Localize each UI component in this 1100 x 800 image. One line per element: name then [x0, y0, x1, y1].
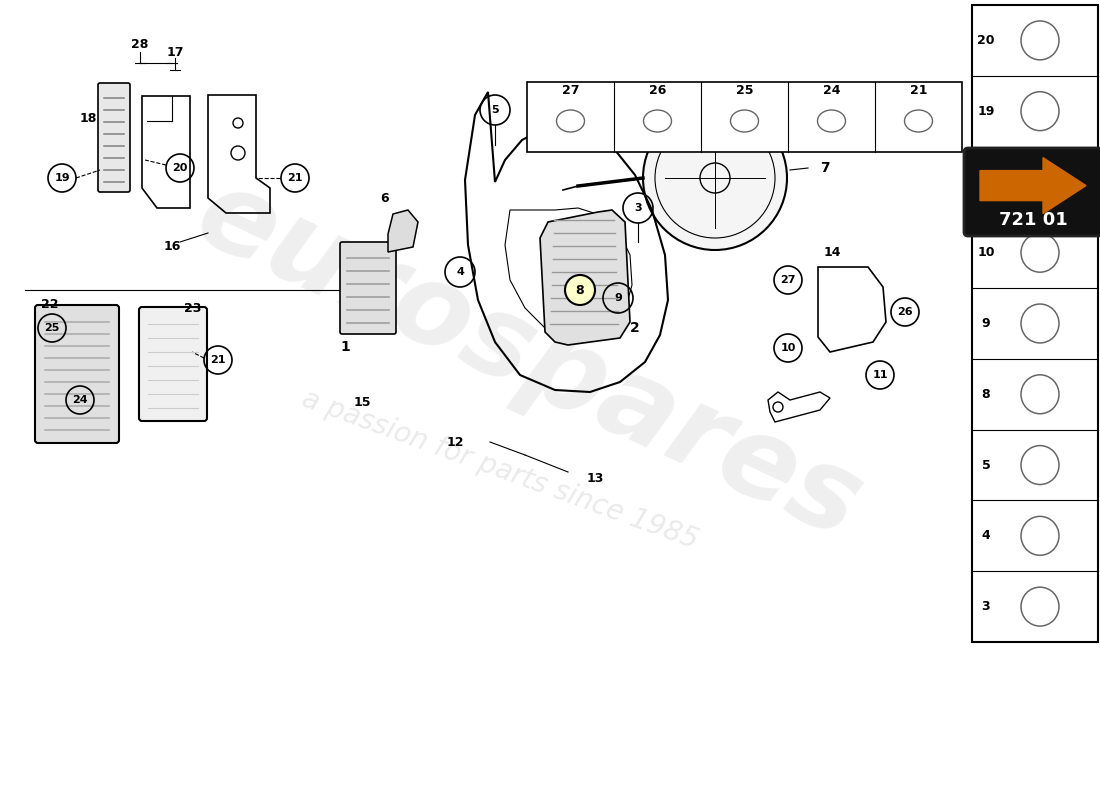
Text: 12: 12	[447, 435, 464, 449]
FancyBboxPatch shape	[35, 305, 119, 443]
Text: 23: 23	[185, 302, 201, 314]
Text: 18: 18	[79, 111, 97, 125]
Text: 5: 5	[981, 458, 990, 471]
Text: eurospares: eurospares	[180, 158, 880, 562]
Text: 9: 9	[614, 293, 622, 303]
Text: 4: 4	[456, 267, 464, 277]
Text: 22: 22	[42, 298, 58, 310]
Text: 15: 15	[353, 395, 371, 409]
Text: 20: 20	[173, 163, 188, 173]
Text: 8: 8	[981, 388, 990, 401]
Polygon shape	[980, 158, 1086, 214]
Text: 3: 3	[635, 203, 641, 213]
Text: 13: 13	[586, 471, 604, 485]
Text: 14: 14	[823, 246, 840, 258]
Text: 28: 28	[131, 38, 149, 51]
Text: 21: 21	[910, 85, 927, 98]
Text: 25: 25	[736, 85, 754, 98]
Text: 21: 21	[210, 355, 225, 365]
Text: 19: 19	[977, 105, 994, 118]
Text: 3: 3	[981, 600, 990, 613]
Text: 4: 4	[981, 530, 990, 542]
FancyBboxPatch shape	[139, 307, 207, 421]
Text: 16: 16	[163, 241, 180, 254]
Text: 6: 6	[381, 191, 389, 205]
Text: 24: 24	[823, 85, 840, 98]
Text: 2: 2	[630, 321, 640, 335]
Text: 26: 26	[649, 85, 667, 98]
Text: 26: 26	[898, 307, 913, 317]
Text: 11: 11	[872, 370, 888, 380]
Text: 5: 5	[492, 105, 498, 115]
Text: 19: 19	[54, 173, 69, 183]
Text: 11: 11	[977, 175, 994, 189]
FancyBboxPatch shape	[964, 148, 1100, 236]
Text: 1: 1	[340, 340, 350, 354]
Circle shape	[565, 275, 595, 305]
Text: 10: 10	[780, 343, 795, 353]
Bar	[527, 82, 962, 152]
FancyBboxPatch shape	[340, 242, 396, 334]
Text: 7: 7	[821, 161, 829, 175]
Text: 721 01: 721 01	[999, 211, 1067, 229]
Text: 10: 10	[977, 246, 994, 259]
Text: a passion for parts since 1985: a passion for parts since 1985	[298, 385, 702, 555]
Text: 24: 24	[73, 395, 88, 405]
Text: 21: 21	[287, 173, 303, 183]
Text: 25: 25	[44, 323, 59, 333]
Text: 27: 27	[562, 85, 580, 98]
Text: 20: 20	[977, 34, 994, 47]
Text: 9: 9	[981, 317, 990, 330]
Text: 27: 27	[780, 275, 795, 285]
Text: 8: 8	[575, 283, 584, 297]
Polygon shape	[388, 210, 418, 252]
Text: 17: 17	[166, 46, 184, 58]
FancyBboxPatch shape	[98, 83, 130, 192]
Circle shape	[644, 106, 786, 250]
Polygon shape	[540, 210, 630, 345]
Bar	[972, 5, 1098, 642]
